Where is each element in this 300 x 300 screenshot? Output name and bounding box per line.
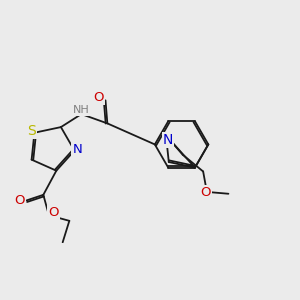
Text: NH: NH — [73, 105, 90, 115]
Text: S: S — [27, 124, 36, 138]
Text: O: O — [49, 206, 59, 219]
Text: N: N — [73, 142, 82, 156]
Text: O: O — [15, 194, 25, 207]
Text: O: O — [200, 186, 211, 199]
Text: O: O — [94, 91, 104, 104]
Text: N: N — [163, 133, 173, 147]
